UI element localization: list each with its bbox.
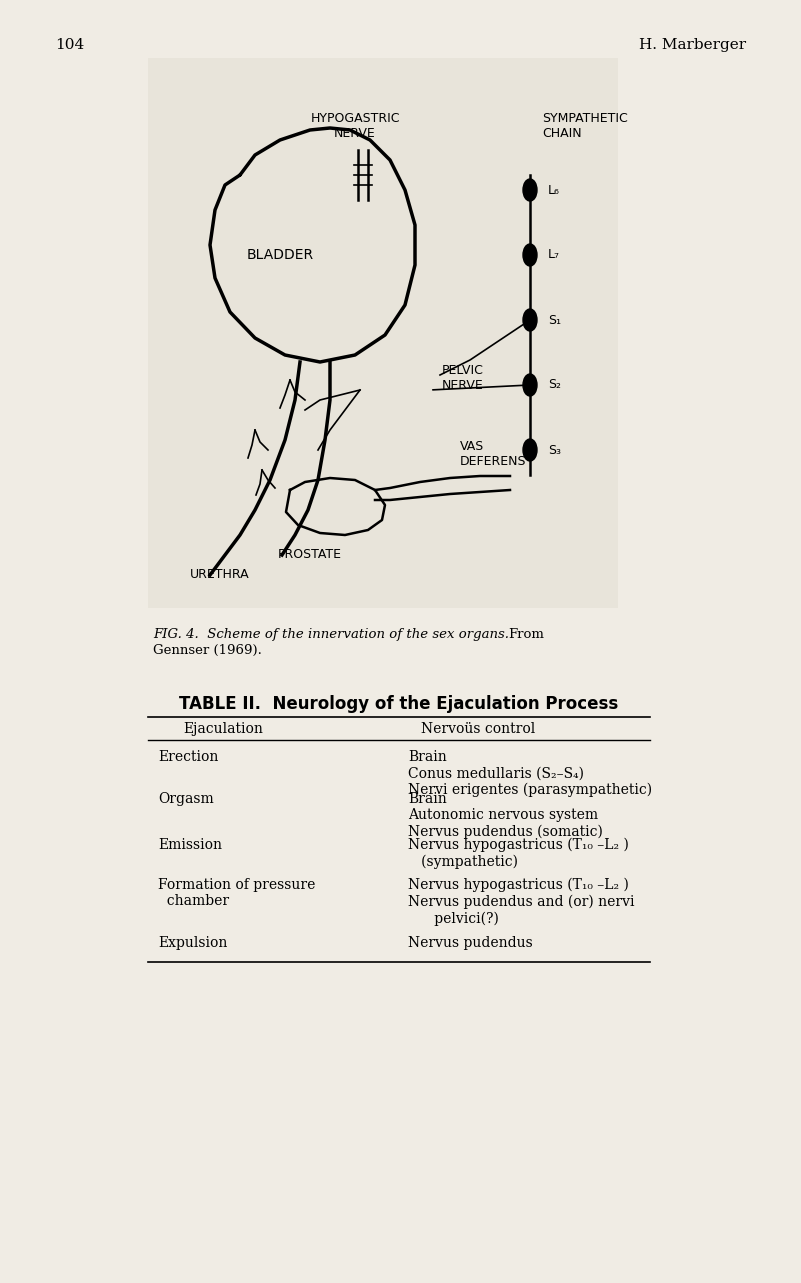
Text: Orgasm: Orgasm — [158, 792, 214, 806]
Text: SYMPATHETIC
CHAIN: SYMPATHETIC CHAIN — [542, 112, 628, 140]
Text: From: From — [508, 627, 544, 642]
Bar — [148, 58, 618, 608]
Text: H. Marberger: H. Marberger — [639, 38, 746, 53]
Text: Nervus hypogastricus (T₁₀ –L₂ )
Nervus pudendus and (or) nervi
      pelvici(?): Nervus hypogastricus (T₁₀ –L₂ ) Nervus p… — [408, 878, 634, 926]
Text: Nervoüs control: Nervoüs control — [421, 722, 535, 736]
Text: PELVIC
NERVE: PELVIC NERVE — [442, 364, 484, 393]
Text: S₂: S₂ — [548, 378, 561, 391]
Text: L₆: L₆ — [548, 183, 560, 196]
Text: Erection: Erection — [158, 751, 219, 763]
Text: L₇: L₇ — [548, 249, 560, 262]
Text: S₁: S₁ — [548, 313, 561, 326]
Text: TABLE II.  Neurology of the Ejaculation Process: TABLE II. Neurology of the Ejaculation P… — [179, 695, 618, 713]
Text: PROSTATE: PROSTATE — [278, 548, 342, 561]
Text: HYPOGASTRIC
NERVE: HYPOGASTRIC NERVE — [310, 112, 400, 140]
Text: Nervus hypogastricus (T₁₀ –L₂ )
   (sympathetic): Nervus hypogastricus (T₁₀ –L₂ ) (sympath… — [408, 838, 629, 869]
Text: Formation of pressure
  chamber: Formation of pressure chamber — [158, 878, 316, 908]
Text: Nervus pudendus: Nervus pudendus — [408, 937, 533, 949]
Ellipse shape — [523, 439, 537, 461]
Ellipse shape — [523, 180, 537, 201]
Text: URETHRA: URETHRA — [190, 568, 250, 581]
Text: Ejaculation: Ejaculation — [183, 722, 263, 736]
Text: Brain
Conus medullaris (S₂–S₄)
Nervi erigentes (parasympathetic): Brain Conus medullaris (S₂–S₄) Nervi eri… — [408, 751, 652, 797]
Ellipse shape — [523, 244, 537, 266]
Text: FIG. 4.  Scheme of the innervation of the sex organs.: FIG. 4. Scheme of the innervation of the… — [153, 627, 509, 642]
Text: S₃: S₃ — [548, 444, 561, 457]
Text: Gennser (1969).: Gennser (1969). — [153, 644, 262, 657]
Text: Brain
Autonomic nervous system
Nervus pudendus (somatic): Brain Autonomic nervous system Nervus pu… — [408, 792, 603, 839]
Ellipse shape — [523, 375, 537, 396]
Text: 104: 104 — [55, 38, 84, 53]
Text: Emission: Emission — [158, 838, 222, 852]
Text: Expulsion: Expulsion — [158, 937, 227, 949]
Ellipse shape — [523, 309, 537, 331]
Text: BLADDER: BLADDER — [247, 248, 313, 262]
Text: VAS
DEFERENS: VAS DEFERENS — [460, 440, 526, 468]
